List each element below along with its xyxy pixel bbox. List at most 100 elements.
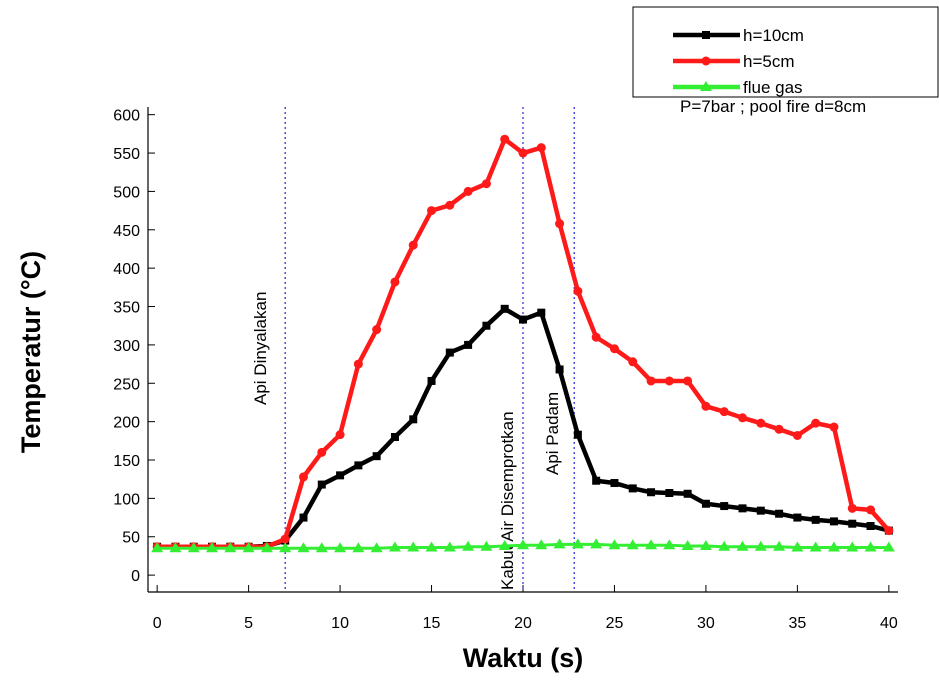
data-point bbox=[571, 538, 584, 549]
y-tick-label: 0 bbox=[131, 568, 140, 585]
data-point bbox=[279, 542, 292, 553]
x-tick-label: 5 bbox=[244, 615, 253, 632]
annotation: Api Dinyalakan bbox=[251, 292, 270, 405]
data-point bbox=[847, 503, 857, 513]
data-point bbox=[736, 540, 749, 551]
data-point bbox=[573, 286, 583, 296]
data-point bbox=[719, 407, 729, 417]
data-point bbox=[390, 432, 399, 441]
y-tick-label: 150 bbox=[113, 453, 140, 470]
data-point bbox=[299, 513, 308, 522]
data-point bbox=[372, 325, 382, 335]
legend-marker bbox=[701, 56, 711, 66]
data-point bbox=[663, 539, 676, 550]
data-point bbox=[610, 479, 619, 488]
x-tick-label: 40 bbox=[880, 615, 898, 632]
data-point bbox=[482, 321, 491, 330]
data-point bbox=[775, 509, 784, 518]
data-point bbox=[535, 539, 548, 550]
x-tick-label: 20 bbox=[514, 615, 532, 632]
y-tick-label: 100 bbox=[113, 491, 140, 508]
data-point bbox=[701, 499, 710, 508]
x-tick-label: 25 bbox=[606, 615, 624, 632]
data-point bbox=[481, 179, 491, 189]
data-point bbox=[608, 539, 621, 550]
data-point bbox=[645, 539, 658, 550]
data-point bbox=[756, 506, 765, 515]
data-point bbox=[626, 539, 639, 550]
legend-marker bbox=[702, 31, 710, 39]
data-point bbox=[335, 430, 345, 440]
data-point bbox=[718, 540, 731, 551]
y-tick-label: 500 bbox=[113, 184, 140, 201]
legend-label: flue gas bbox=[743, 78, 803, 97]
data-point bbox=[553, 538, 566, 549]
legend-label: h=10cm bbox=[743, 26, 804, 45]
data-point bbox=[151, 542, 164, 553]
data-point bbox=[407, 541, 420, 552]
data-point bbox=[519, 315, 527, 324]
data-point bbox=[720, 502, 729, 511]
y-tick-label: 50 bbox=[122, 530, 140, 547]
data-point bbox=[354, 461, 363, 470]
x-tick-label: 0 bbox=[153, 615, 162, 632]
data-point bbox=[445, 200, 455, 210]
data-point bbox=[829, 517, 838, 526]
data-point bbox=[681, 539, 694, 550]
data-point bbox=[498, 539, 511, 550]
data-point bbox=[555, 365, 564, 374]
data-point bbox=[774, 424, 784, 434]
data-point bbox=[443, 541, 456, 552]
data-point bbox=[683, 489, 692, 498]
data-point bbox=[609, 344, 619, 354]
annotation: Api Padam bbox=[543, 392, 562, 475]
y-tick-label: 200 bbox=[113, 415, 140, 432]
data-point bbox=[334, 542, 347, 553]
data-point bbox=[791, 541, 804, 552]
data-point bbox=[811, 418, 821, 428]
data-point bbox=[590, 538, 603, 549]
data-point bbox=[298, 472, 308, 482]
data-point bbox=[242, 542, 255, 553]
x-tick-label: 35 bbox=[788, 615, 806, 632]
data-point bbox=[738, 504, 747, 513]
data-point bbox=[517, 539, 529, 550]
data-point bbox=[425, 541, 438, 552]
data-point bbox=[664, 376, 674, 386]
data-point bbox=[591, 332, 601, 342]
data-point bbox=[536, 143, 546, 153]
data-point bbox=[665, 489, 674, 498]
data-point bbox=[793, 513, 802, 522]
data-point bbox=[738, 413, 748, 423]
data-point bbox=[463, 186, 473, 196]
data-point bbox=[224, 542, 237, 553]
data-point bbox=[409, 415, 418, 424]
data-point bbox=[169, 542, 182, 553]
data-point bbox=[427, 206, 437, 216]
data-point bbox=[701, 401, 711, 411]
data-point bbox=[866, 522, 875, 531]
data-point bbox=[372, 452, 381, 461]
y-tick-label: 300 bbox=[113, 338, 140, 355]
data-point bbox=[206, 542, 219, 553]
data-point bbox=[792, 430, 802, 440]
legend-label: h=5cm bbox=[743, 52, 795, 71]
data-point bbox=[882, 541, 895, 552]
y-tick-label: 600 bbox=[113, 108, 140, 125]
data-point bbox=[809, 541, 822, 552]
data-point bbox=[315, 542, 328, 553]
data-point bbox=[187, 542, 200, 553]
y-tick-label: 400 bbox=[113, 261, 140, 278]
data-point bbox=[811, 515, 820, 524]
x-tick-label: 30 bbox=[697, 615, 715, 632]
data-point bbox=[353, 359, 363, 369]
legend-box bbox=[632, 6, 939, 98]
data-point bbox=[388, 541, 401, 552]
data-point bbox=[683, 376, 693, 386]
data-point bbox=[829, 422, 839, 432]
data-point bbox=[846, 541, 859, 552]
data-point bbox=[518, 148, 528, 158]
data-point bbox=[336, 471, 345, 480]
data-point bbox=[370, 542, 383, 553]
annotation: Kabut Air Disemprotkan bbox=[498, 411, 517, 590]
